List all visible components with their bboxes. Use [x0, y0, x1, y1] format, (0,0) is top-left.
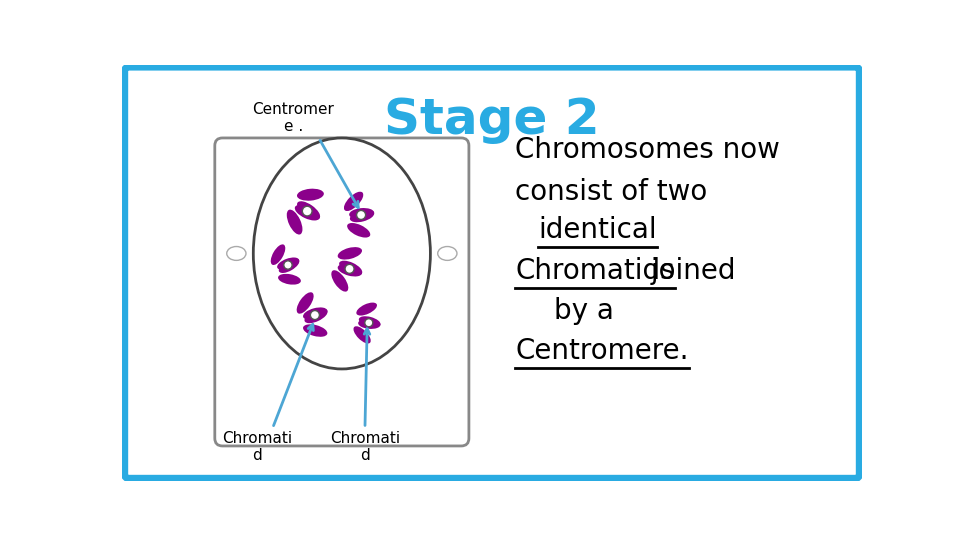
FancyBboxPatch shape	[125, 67, 859, 478]
Text: Chromati
d: Chromati d	[222, 430, 292, 463]
Ellipse shape	[344, 192, 363, 211]
Text: Centromere.: Centromere.	[516, 338, 688, 365]
Ellipse shape	[331, 270, 348, 292]
Ellipse shape	[287, 210, 302, 234]
FancyBboxPatch shape	[215, 138, 468, 446]
Ellipse shape	[278, 274, 300, 285]
Ellipse shape	[310, 310, 320, 320]
Ellipse shape	[365, 319, 372, 327]
Text: by a: by a	[554, 297, 613, 325]
Ellipse shape	[356, 302, 377, 315]
Ellipse shape	[304, 309, 327, 323]
Ellipse shape	[353, 326, 371, 343]
Ellipse shape	[338, 264, 362, 276]
Ellipse shape	[348, 223, 371, 238]
Ellipse shape	[359, 316, 380, 327]
Ellipse shape	[303, 325, 327, 337]
Text: Centromer
e .: Centromer e .	[252, 102, 334, 134]
Ellipse shape	[358, 319, 380, 329]
Text: joined: joined	[642, 257, 735, 285]
Text: Chromati
d: Chromati d	[330, 430, 400, 463]
Text: Chromatids: Chromatids	[516, 257, 675, 285]
Ellipse shape	[297, 201, 320, 219]
Text: Stage 2: Stage 2	[384, 96, 600, 144]
Text: consist of two: consist of two	[516, 178, 708, 206]
Ellipse shape	[349, 208, 374, 219]
Ellipse shape	[295, 205, 320, 220]
Ellipse shape	[297, 188, 324, 201]
Ellipse shape	[356, 211, 366, 219]
Ellipse shape	[297, 292, 314, 314]
Ellipse shape	[271, 245, 285, 265]
Ellipse shape	[345, 265, 354, 273]
Ellipse shape	[303, 307, 327, 320]
Text: Chromosomes now: Chromosomes now	[516, 136, 780, 164]
Ellipse shape	[339, 261, 362, 275]
Ellipse shape	[253, 138, 430, 369]
Ellipse shape	[278, 259, 300, 273]
Ellipse shape	[277, 258, 300, 270]
Ellipse shape	[338, 247, 362, 260]
Ellipse shape	[284, 261, 292, 269]
Ellipse shape	[349, 210, 374, 222]
Text: identical: identical	[539, 217, 657, 244]
Ellipse shape	[302, 206, 312, 216]
